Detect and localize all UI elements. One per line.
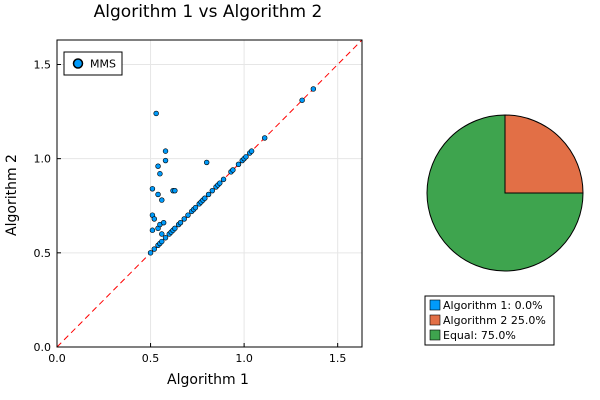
data-point	[162, 235, 169, 241]
pie-legend: Algorithm 1: 0.0% Algorithm 2 25.0% Equa…	[424, 295, 555, 346]
scatter-legend-label: MMS	[90, 58, 116, 71]
x-tick-label: 0.5	[142, 352, 160, 365]
data-point	[159, 197, 165, 203]
data-point	[172, 225, 178, 232]
y-tick-label: 0.5	[34, 247, 52, 260]
x-tick-label: 1.0	[235, 352, 253, 365]
pie-chart	[426, 114, 584, 272]
pie-slice-equal	[426, 114, 584, 272]
x-tick-label: 1.5	[329, 352, 347, 365]
data-point	[147, 250, 154, 256]
pie-legend-label-equal: Equal: 75.0%	[443, 329, 516, 342]
reference-line	[56, 39, 363, 348]
x-tick-label: 0.0	[48, 352, 66, 365]
y-axis-label: Algorithm 2	[4, 154, 20, 236]
scatter-legend-box	[63, 51, 123, 76]
data-point	[261, 135, 268, 141]
data-point	[162, 148, 169, 154]
data-point	[217, 180, 223, 186]
scatter-points	[147, 86, 317, 256]
pie-legend-label-algorithm-1: Algorithm 1: 0.0%	[443, 299, 543, 312]
data-point	[181, 216, 187, 222]
data-point	[149, 186, 156, 192]
data-point	[299, 97, 305, 103]
data-point	[177, 219, 184, 226]
y-tick-label: 1.0	[34, 153, 52, 166]
data-point	[151, 246, 158, 252]
pie-legend-label-algorithm-2: Algorithm 2 25.0%	[443, 314, 546, 327]
scatter-legend-marker	[72, 58, 84, 69]
data-point	[192, 204, 199, 211]
scatter-legend: MMS	[63, 51, 123, 76]
data-point	[149, 227, 156, 233]
data-point	[185, 212, 191, 218]
data-point	[155, 191, 161, 198]
x-axis-label: Algorithm 1	[167, 372, 249, 388]
data-point	[230, 167, 236, 173]
data-point	[209, 187, 216, 194]
pie-legend-swatch-algorithm-2	[429, 314, 441, 326]
data-point	[162, 157, 169, 164]
data-point	[248, 148, 255, 154]
data-point	[160, 219, 167, 226]
data-point	[310, 86, 317, 92]
data-point	[172, 187, 178, 194]
data-point	[153, 110, 159, 117]
pie-legend-box	[424, 295, 555, 346]
y-axis-ticks: 0.0 0.5 1.0 1.5	[34, 58, 61, 354]
data-point	[157, 171, 163, 177]
data-point	[235, 161, 242, 168]
y-tick-label: 1.5	[34, 58, 52, 71]
data-point	[220, 176, 227, 183]
scatter-title: Algorithm 1 vs Algorithm 2	[94, 2, 323, 22]
data-point	[243, 154, 249, 160]
pie-slice-algorithm-2	[504, 114, 584, 194]
data-point	[159, 238, 165, 245]
pie-legend-swatch-equal	[429, 329, 441, 341]
data-point	[155, 163, 161, 169]
pie-legend-swatch-algorithm-1	[429, 299, 441, 311]
x-axis-ticks: 0.0 0.5 1.0 1.5	[48, 343, 346, 365]
data-point	[202, 195, 208, 201]
data-point	[205, 191, 212, 198]
data-point	[151, 216, 158, 222]
data-point	[203, 159, 210, 166]
plot-frame	[56, 39, 363, 348]
data-point	[159, 231, 165, 237]
y-tick-label: 0.0	[34, 341, 52, 354]
